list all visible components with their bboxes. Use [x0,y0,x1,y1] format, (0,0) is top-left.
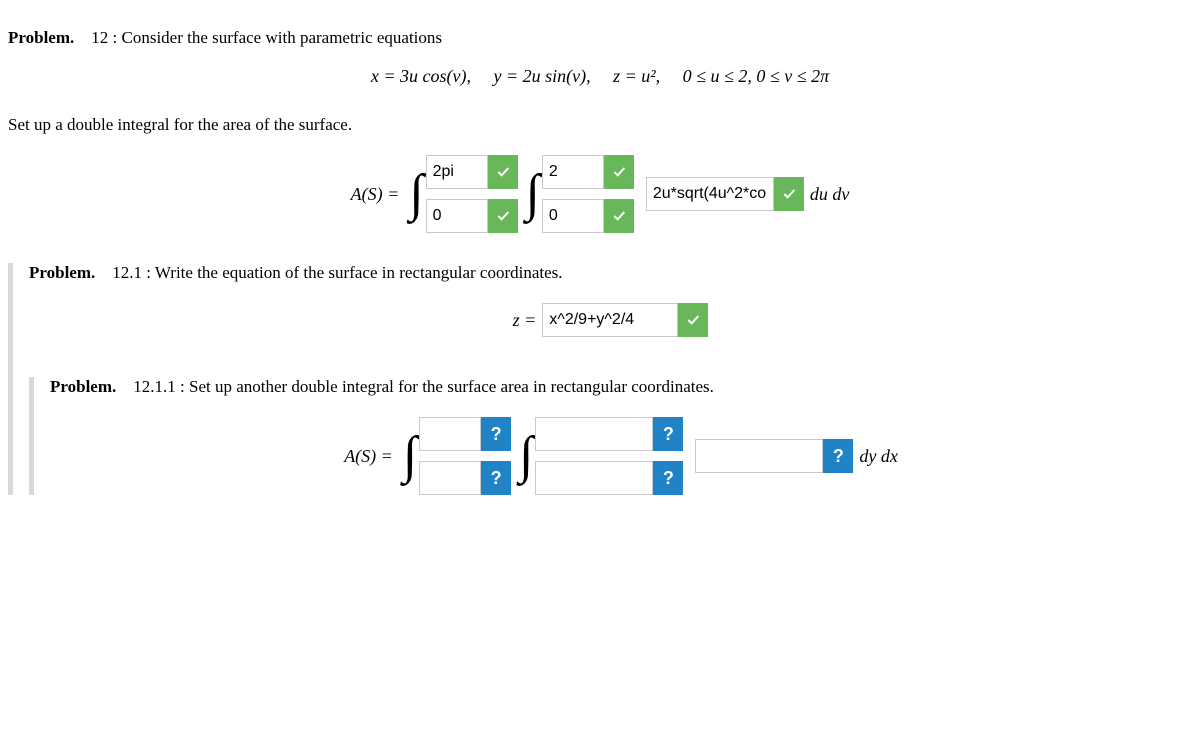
inner-upper-group [542,155,634,189]
parametric-equations: x = 3u cos(v), y = 2u sin(v), z = u², 0 … [8,66,1192,87]
outer-lower-group [426,199,518,233]
z-answer-group [542,303,708,337]
outer-upper-group-2: ? [419,417,511,451]
check-icon [488,155,518,189]
problem-12-1: Problem. 12.1 : Write the equation of th… [8,263,1192,495]
inner-lower-input[interactable] [542,199,604,233]
z-answer-input[interactable] [542,303,678,337]
question-icon: ? [481,461,511,495]
problem-12-heading: Problem. 12 : Consider the surface with … [8,28,1192,48]
outer-lower-input-2[interactable] [419,461,481,495]
check-icon [604,155,634,189]
inner-lower-group-2: ? [535,461,683,495]
integral-sign: ∫ [409,168,423,220]
outer-lower-input[interactable] [426,199,488,233]
inner-lower-input-2[interactable] [535,461,653,495]
differential-12: du dv [810,184,850,205]
integrand-group-2: ? [695,439,853,473]
integrand-group [646,177,804,211]
lhs-z: z = [513,310,537,331]
question-icon: ? [653,417,683,451]
integrand-input[interactable] [646,177,774,211]
question-icon: ? [823,439,853,473]
question-icon: ? [653,461,683,495]
inner-upper-group-2: ? [535,417,683,451]
outer-upper-input[interactable] [426,155,488,189]
problem-title: 12.1 : Write the equation of the surface… [112,263,562,282]
integral-sign: ∫ [526,168,540,220]
check-icon [488,199,518,233]
check-icon [774,177,804,211]
problem-label: Problem. [50,377,133,396]
lhs-12: A(S) = [351,184,400,205]
integral-12: A(S) = ∫ ∫ [8,155,1192,233]
setup-instruction: Set up a double integral for the area of… [8,115,1192,135]
differential-1211: dy dx [859,446,897,467]
inner-integral-2: ∫ ? ? [519,417,683,495]
outer-integral: ∫ [409,155,517,233]
problem-label: Problem. [8,28,91,47]
problem-label: Problem. [29,263,112,282]
integral-1211: A(S) = ∫ ? ? [50,417,1192,495]
z-equation-row: z = [29,303,1192,337]
check-icon [678,303,708,337]
lhs-1211: A(S) = [344,446,393,467]
integrand-input-2[interactable] [695,439,823,473]
inner-lower-group [542,199,634,233]
problem-12-1-1-heading: Problem. 12.1.1 : Set up another double … [50,377,1192,397]
inner-upper-input[interactable] [542,155,604,189]
outer-upper-input-2[interactable] [419,417,481,451]
integral-sign: ∫ [519,430,533,482]
inner-integral: ∫ [526,155,634,233]
outer-integral-2: ∫ ? ? [403,417,511,495]
outer-upper-group [426,155,518,189]
problem-title: 12 : Consider the surface with parametri… [91,28,442,47]
question-icon: ? [481,417,511,451]
outer-lower-group-2: ? [419,461,511,495]
problem-title: 12.1.1 : Set up another double integral … [133,377,714,396]
integral-sign: ∫ [403,430,417,482]
check-icon [604,199,634,233]
problem-12-1-1: Problem. 12.1.1 : Set up another double … [29,377,1192,495]
inner-upper-input-2[interactable] [535,417,653,451]
problem-12-1-heading: Problem. 12.1 : Write the equation of th… [29,263,1192,283]
